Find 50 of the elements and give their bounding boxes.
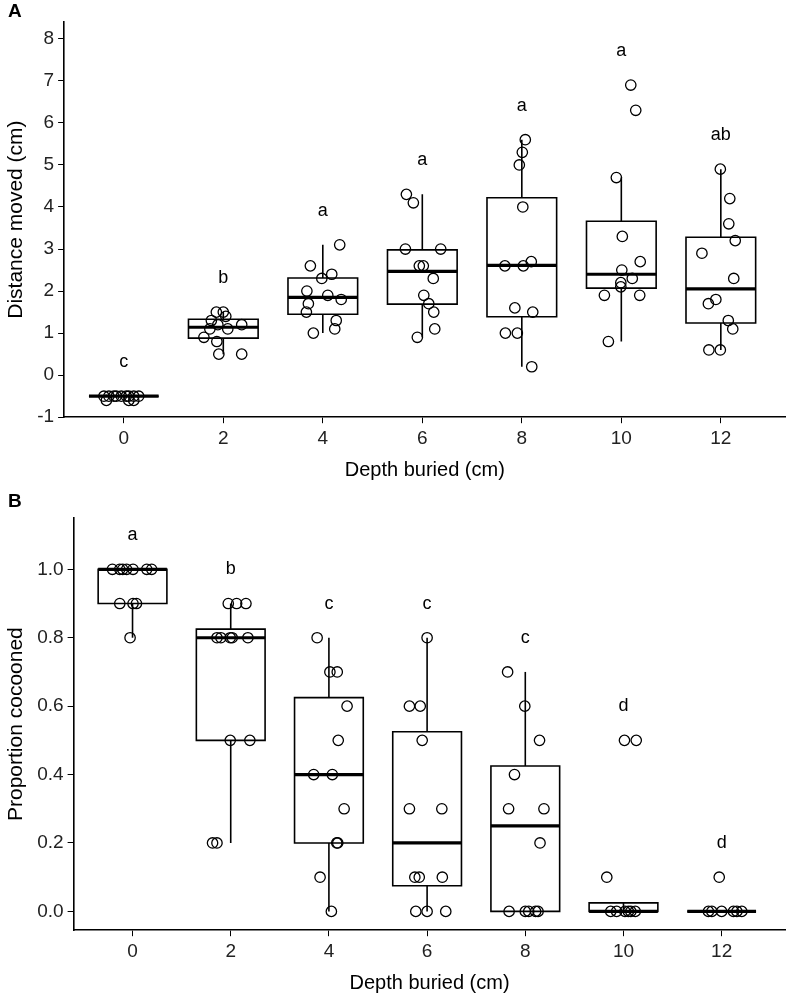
x-tick-label: 6	[421, 939, 433, 961]
x-tick-label: 0	[118, 426, 130, 448]
annotation: b	[225, 558, 236, 579]
y-tick-label: 6	[43, 111, 55, 133]
x-tick-label: 4	[317, 426, 329, 448]
annotation: d	[618, 695, 629, 716]
x-tick-label: 2	[225, 939, 237, 961]
x-tick-label: 2	[218, 426, 229, 448]
x-tick-label: 8	[516, 426, 528, 448]
y-tick-label: 1.0	[37, 557, 64, 579]
x-tick-label: 12	[710, 426, 732, 448]
y-tick-label: 7	[43, 69, 55, 91]
y-tick-label: 0.4	[37, 762, 65, 784]
x-axis-title: Depth buried (cm)	[344, 457, 505, 480]
chart-title: B	[8, 490, 22, 512]
chart-title: A	[8, 0, 22, 22]
annotation: d	[716, 832, 727, 853]
x-tick-label: 10	[610, 426, 632, 448]
x-tick-label: 0	[127, 939, 138, 961]
y-tick-label: 0.2	[37, 831, 64, 853]
y-tick-label: 0	[43, 363, 55, 385]
y-tick-label: -1	[37, 405, 55, 427]
y-tick-label: 2	[43, 279, 55, 301]
x-tick-label: 6	[417, 426, 428, 448]
x-tick-label: 12	[711, 939, 733, 961]
y-axis-title: Distance moved (cm)	[3, 120, 27, 319]
y-axis-title: Proportion cocooned	[3, 627, 27, 822]
y-tick-label: 8	[43, 27, 55, 49]
annotation: a	[616, 40, 628, 61]
y-tick-label: 5	[43, 153, 55, 175]
y-tick-label: 3	[43, 237, 55, 259]
annotation: ab	[710, 124, 731, 145]
y-tick-label: 0.8	[37, 625, 64, 647]
annotation: b	[218, 267, 229, 288]
y-tick-label: 0.6	[37, 694, 64, 716]
annotation: a	[127, 524, 139, 545]
x-tick-label: 8	[520, 939, 531, 961]
annotation: c	[324, 592, 334, 613]
x-axis-title: Depth buried (cm)	[349, 970, 510, 993]
x-tick-label: 4	[323, 939, 335, 961]
annotation: c	[520, 626, 530, 647]
annotation: c	[422, 592, 432, 613]
annotation: c	[119, 351, 129, 372]
y-tick-label: 0.0	[37, 899, 64, 921]
annotation: a	[317, 199, 329, 220]
annotation: a	[417, 149, 429, 170]
y-tick-label: 4	[43, 195, 55, 217]
x-tick-label: 10	[612, 939, 635, 961]
annotation: a	[516, 94, 528, 115]
y-tick-label: 1	[43, 321, 55, 343]
